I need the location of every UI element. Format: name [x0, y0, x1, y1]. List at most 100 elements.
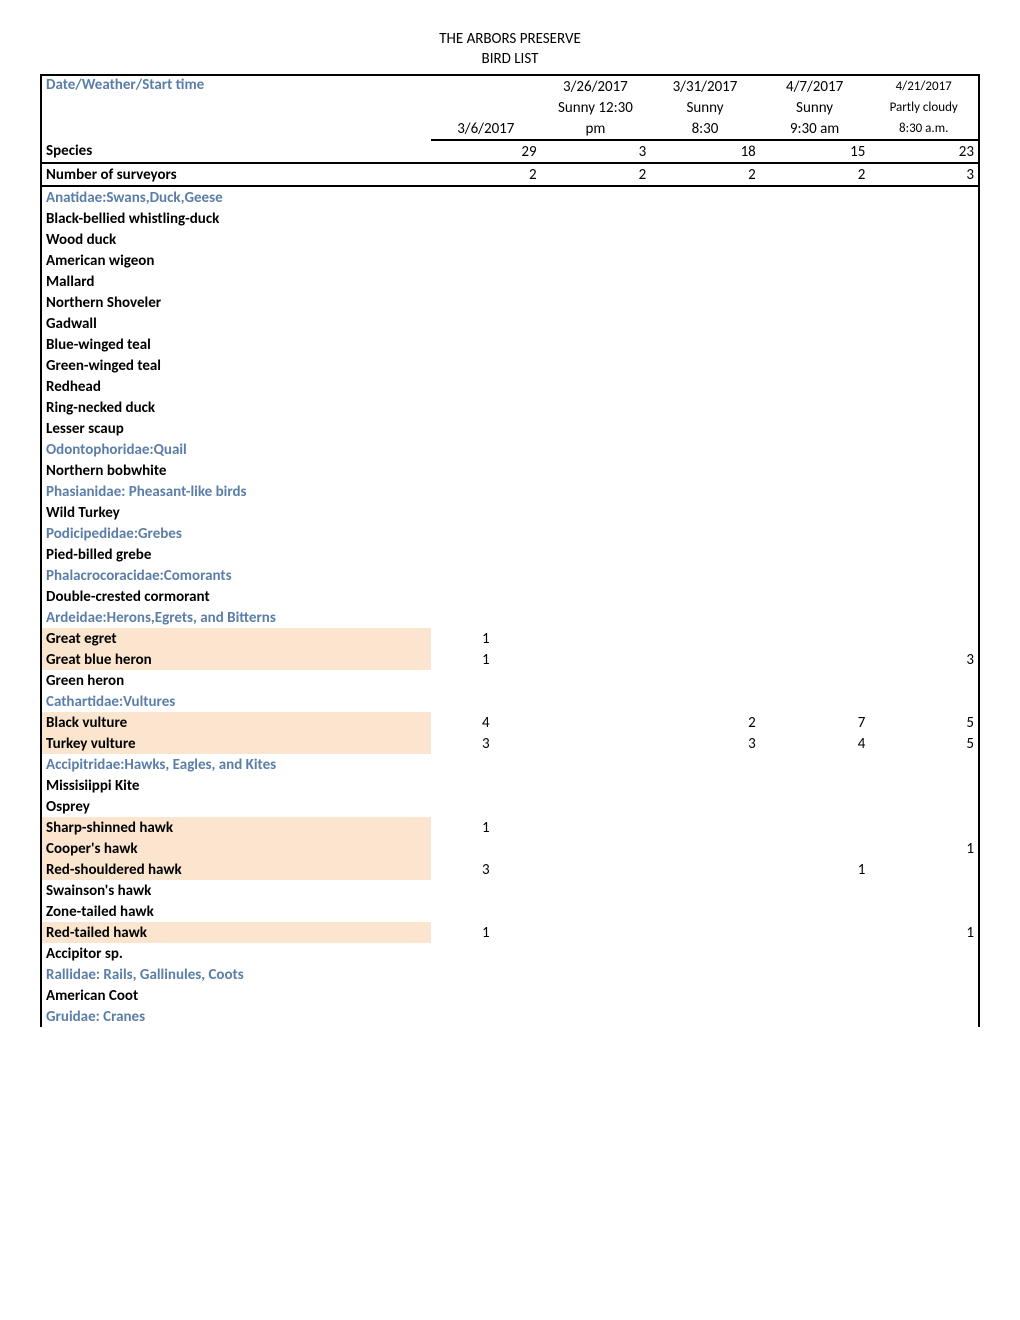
species-value — [760, 376, 870, 397]
species-value — [869, 775, 979, 796]
species-value — [650, 859, 760, 880]
species-value — [650, 460, 760, 481]
species-value — [650, 901, 760, 922]
species-value — [541, 250, 651, 271]
species-value — [650, 355, 760, 376]
species-label: American wigeon — [41, 250, 431, 271]
species-value — [541, 208, 651, 229]
species-count-2: 18 — [650, 140, 760, 163]
header-weather-4a: Partly cloudy — [869, 97, 979, 118]
species-value — [869, 334, 979, 355]
species-value — [869, 670, 979, 691]
species-count-label: Species — [41, 140, 431, 163]
species-value — [541, 544, 651, 565]
species-count-1: 3 — [541, 140, 651, 163]
species-value — [431, 376, 541, 397]
species-label: Red-tailed hawk — [41, 922, 431, 943]
species-value — [760, 229, 870, 250]
header-date-0 — [431, 75, 541, 97]
species-value: 7 — [760, 712, 870, 733]
species-value — [760, 838, 870, 859]
species-label: Pied-billed grebe — [41, 544, 431, 565]
species-value — [869, 418, 979, 439]
species-label: Green heron — [41, 670, 431, 691]
species-value — [541, 271, 651, 292]
species-label: Osprey — [41, 796, 431, 817]
species-value — [869, 208, 979, 229]
species-value — [650, 418, 760, 439]
species-value — [431, 586, 541, 607]
species-value — [541, 838, 651, 859]
species-value — [760, 943, 870, 964]
species-value — [431, 670, 541, 691]
species-value — [650, 271, 760, 292]
species-value: 1 — [869, 838, 979, 859]
species-value — [431, 838, 541, 859]
species-value: 1 — [760, 859, 870, 880]
surveyors-1: 2 — [541, 163, 651, 186]
species-value — [541, 817, 651, 838]
species-value — [650, 586, 760, 607]
species-value: 3 — [431, 733, 541, 754]
header-weather-1b: pm — [541, 118, 651, 140]
species-label: American Coot — [41, 985, 431, 1006]
header-weather-2b: 8:30 — [650, 118, 760, 140]
species-value — [650, 334, 760, 355]
species-value — [760, 355, 870, 376]
species-value — [431, 208, 541, 229]
species-value — [650, 292, 760, 313]
family-label: Odontophoridae:Quail — [41, 439, 431, 460]
species-value — [650, 397, 760, 418]
species-value — [869, 271, 979, 292]
header-date-1: 3/26/2017 — [541, 75, 651, 97]
species-label: Mallard — [41, 271, 431, 292]
species-value — [431, 397, 541, 418]
species-label: Blue-winged teal — [41, 334, 431, 355]
species-value — [869, 502, 979, 523]
species-value — [869, 859, 979, 880]
species-value — [431, 355, 541, 376]
species-value — [869, 355, 979, 376]
species-label: Wood duck — [41, 229, 431, 250]
page-subtitle: BIRD LIST — [40, 50, 980, 68]
species-value: 1 — [431, 817, 541, 838]
species-value — [431, 460, 541, 481]
species-value — [760, 397, 870, 418]
species-value: 3 — [869, 649, 979, 670]
species-value: 4 — [760, 733, 870, 754]
species-value — [541, 880, 651, 901]
species-value — [541, 460, 651, 481]
species-value — [869, 376, 979, 397]
header-date-3: 4/7/2017 — [760, 75, 870, 97]
species-value — [431, 271, 541, 292]
species-label: Sharp-shinned hawk — [41, 817, 431, 838]
species-value — [650, 922, 760, 943]
species-label: Cooper's hawk — [41, 838, 431, 859]
species-label: Great egret — [41, 628, 431, 649]
species-value — [869, 628, 979, 649]
species-value — [431, 544, 541, 565]
species-label: Great blue heron — [41, 649, 431, 670]
header-date-0b: 3/6/2017 — [431, 118, 541, 140]
species-value — [760, 922, 870, 943]
page-title: THE ARBORS PRESERVE — [40, 30, 980, 48]
species-label: Black-bellied whistling-duck — [41, 208, 431, 229]
family-label: Accipitridae:Hawks, Eagles, and Kites — [41, 754, 431, 775]
species-value — [541, 859, 651, 880]
species-value — [760, 418, 870, 439]
species-value — [760, 271, 870, 292]
species-value — [650, 628, 760, 649]
species-value — [541, 775, 651, 796]
species-value — [541, 901, 651, 922]
species-value — [650, 796, 760, 817]
species-value — [431, 292, 541, 313]
family-label: Anatidae:Swans,Duck,Geese — [41, 186, 431, 208]
species-label: Lesser scaup — [41, 418, 431, 439]
family-label: Cathartidae:Vultures — [41, 691, 431, 712]
species-value — [869, 460, 979, 481]
species-value — [650, 943, 760, 964]
species-count-0: 29 — [431, 140, 541, 163]
species-value — [869, 397, 979, 418]
family-label: Phalacrocoracidae:Comorants — [41, 565, 431, 586]
surveyors-0: 2 — [431, 163, 541, 186]
